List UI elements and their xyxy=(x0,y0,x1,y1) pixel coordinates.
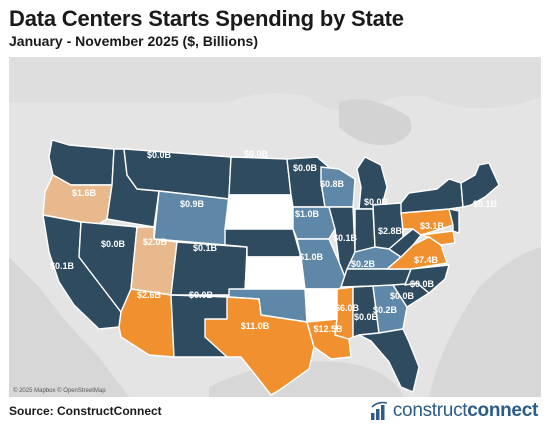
state-new-england[interactable] xyxy=(460,162,500,208)
state-md[interactable] xyxy=(420,230,456,246)
value-label-ia: $1.0B xyxy=(295,209,320,219)
pacific-ocean xyxy=(9,257,129,397)
logo-word-bold: connect xyxy=(467,400,538,421)
value-label-ne-us: $0.1B xyxy=(473,199,498,209)
value-label-tx: $11.0B xyxy=(241,321,270,331)
great-lakes-area xyxy=(339,99,412,146)
state-nj[interactable] xyxy=(448,208,460,234)
value-label-la: $12.5B xyxy=(313,324,343,334)
logo-word-regular: construct xyxy=(392,400,468,421)
value-label-ms: $6.0B xyxy=(335,303,360,313)
state-mi[interactable] xyxy=(356,156,388,210)
value-label-al: $0.0B xyxy=(354,312,379,322)
labels-layer: $1.6B $0.1B $0.0B $0.0B $0.9B $2.0B $0.1B $2.6B… xyxy=(50,149,498,334)
value-label-oh: $0.0B xyxy=(364,197,389,207)
state-in[interactable] xyxy=(354,208,376,253)
value-label-wy: $0.9B xyxy=(180,199,205,209)
states-layer xyxy=(42,139,500,396)
value-label-nv: $0.0B xyxy=(101,239,126,249)
value-label-mo: $1.0B xyxy=(299,252,324,262)
state-va[interactable] xyxy=(386,236,448,270)
state-fl[interactable] xyxy=(358,328,420,393)
value-label-ok: $0.3B xyxy=(258,279,283,289)
value-label-wi: $0.8B xyxy=(320,179,345,189)
value-label-ca: $0.1B xyxy=(50,261,75,271)
value-label-oh-val: $2.8B xyxy=(378,226,403,236)
page-subtitle: January - November 2025 ($, Billions) xyxy=(9,33,258,49)
value-label-co: $0.1B xyxy=(193,243,218,253)
value-label-mt: $0.0B xyxy=(147,150,172,160)
value-label-nm: $0.0B xyxy=(189,290,214,300)
logo-mark-icon xyxy=(370,401,388,420)
page-title: Data Centers Starts Spending by State xyxy=(9,6,404,31)
canada-region xyxy=(9,57,541,111)
value-label-mn: $0.0B xyxy=(293,163,318,173)
value-label-ky: $0.2B xyxy=(351,259,376,269)
value-label-ga: $0.2B xyxy=(373,305,398,315)
value-label-il: $0.1B xyxy=(333,233,358,243)
value-label-pa: $3.1B xyxy=(420,221,445,231)
state-tx[interactable] xyxy=(204,296,315,396)
value-label-ut: $2.0B xyxy=(143,237,168,247)
logo-wordmark: constructconnect xyxy=(393,400,538,422)
us-map[interactable]: $1.6B $0.1B $0.0B $0.0B $0.9B $2.0B $0.1B $2.6B… xyxy=(9,57,541,397)
state-nd[interactable] xyxy=(228,156,292,196)
value-label-nd: $0.0B xyxy=(244,149,269,159)
atlantic-ocean xyxy=(429,247,541,397)
state-ga[interactable] xyxy=(372,284,408,334)
value-label-az: $2.6B xyxy=(137,290,162,300)
map-attribution: © 2025 Mapbox © OpenStreetMap xyxy=(13,388,106,394)
value-label-or: $1.6B xyxy=(72,188,97,198)
value-label-nc: $0.0B xyxy=(410,279,435,289)
map-svg: $1.6B $0.1B $0.0B $0.0B $0.9B $2.0B $0.1B $2.6B… xyxy=(9,57,541,397)
value-label-sc: $0.0B xyxy=(390,291,415,301)
source-text: Source: ConstructConnect xyxy=(9,404,162,418)
constructconnect-logo: constructconnect xyxy=(370,400,538,422)
state-or[interactable] xyxy=(42,174,113,226)
value-label-va: $7.4B xyxy=(414,255,439,265)
value-label-ne: $0.0B xyxy=(240,215,265,225)
state-ar[interactable] xyxy=(304,288,340,323)
